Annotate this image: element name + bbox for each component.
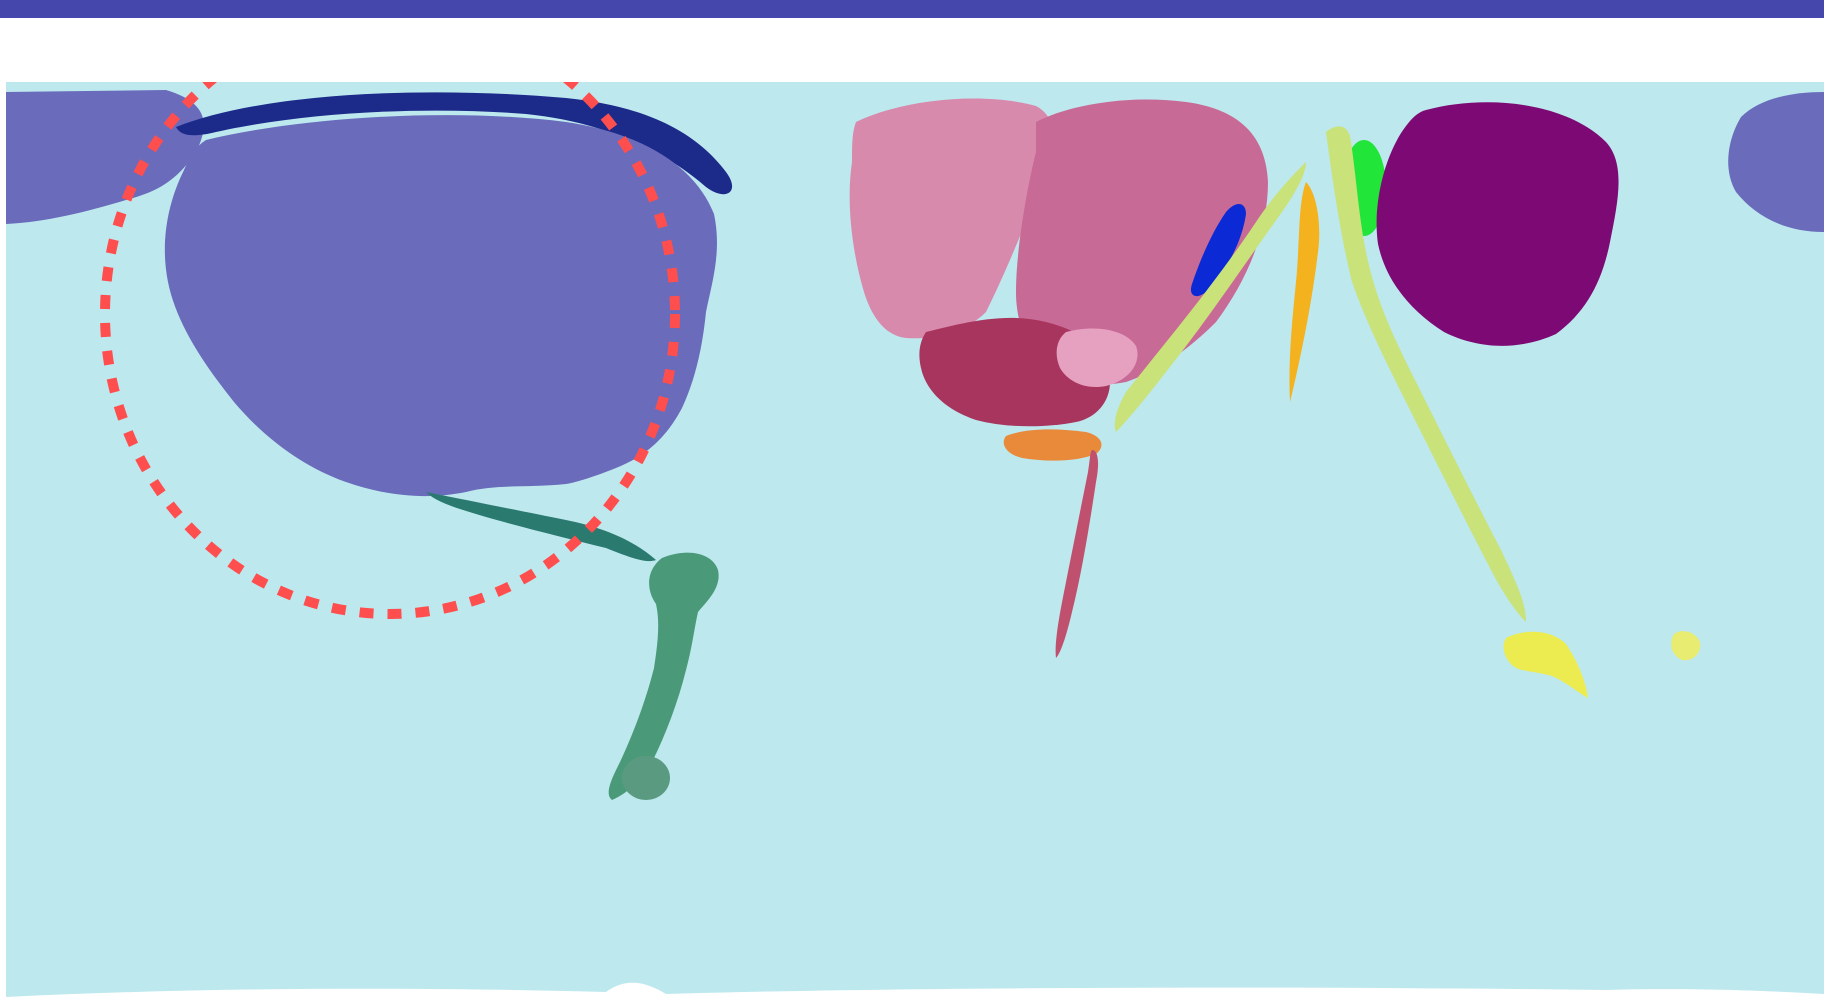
highlight-circle: [100, 82, 680, 619]
region-new-zealand: [1671, 631, 1701, 661]
region-north-america-arctic: [176, 92, 733, 195]
cartogram-map: [6, 82, 1824, 1004]
region-east-russia-edge: [1728, 92, 1824, 232]
region-southern-africa: [1055, 450, 1099, 658]
region-south-asia: [1289, 182, 1320, 402]
region-central-america: [426, 492, 656, 562]
slide-top-bar: [0, 0, 1824, 18]
map-svg: [6, 82, 1824, 1004]
region-southeast-asia: [1326, 126, 1526, 622]
region-western-europe: [849, 98, 1054, 339]
region-north-america: [164, 115, 717, 497]
region-falklands: [622, 756, 670, 800]
region-east-asia: [1376, 102, 1619, 346]
region-alaska: [6, 90, 204, 224]
region-africa: [1003, 429, 1102, 461]
slide-header-band: [0, 18, 1824, 82]
region-middle-east: [1190, 203, 1246, 297]
region-australia: [1503, 631, 1588, 698]
region-south-america: [608, 552, 719, 800]
region-eastern-europe: [1056, 328, 1138, 388]
region-antarctica: [6, 982, 1824, 1004]
region-southeast-asia-strand-2: [1114, 162, 1306, 432]
